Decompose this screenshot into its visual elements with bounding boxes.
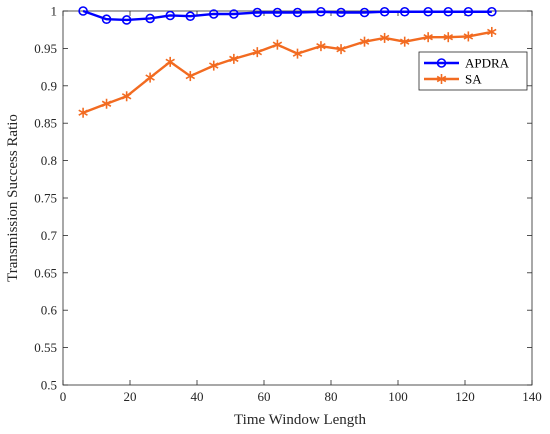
data-point <box>487 26 497 37</box>
data-point <box>121 15 132 25</box>
data-point <box>423 32 433 43</box>
data-point <box>165 56 175 67</box>
data-point <box>359 36 370 47</box>
data-point <box>252 47 263 58</box>
legend-label: SA <box>465 72 482 87</box>
data-point <box>486 6 497 17</box>
y-tick-label: 0.85 <box>34 116 57 131</box>
data-point <box>292 7 303 18</box>
y-tick-label: 0.5 <box>41 378 57 393</box>
data-point <box>209 60 219 71</box>
y-axis-ticks: 0.5 0.55 0.6 0.65 0.7 0.75 0.8 0.85 0.9 0.95 1 <box>34 4 532 393</box>
x-tick-label: 140 <box>522 389 542 404</box>
data-point <box>463 31 474 42</box>
data-point <box>145 72 155 83</box>
data-point <box>185 71 196 82</box>
data-point <box>316 41 326 52</box>
data-point <box>379 32 390 43</box>
data-point <box>101 14 112 25</box>
legend-label: APDRA <box>465 56 510 71</box>
data-point <box>101 98 112 109</box>
x-axis-ticks: 0 20 40 60 80 100 120 140 <box>60 11 542 404</box>
x-tick-label: 60 <box>258 389 271 404</box>
data-point <box>145 13 155 24</box>
data-point <box>336 7 346 18</box>
y-tick-label: 0.8 <box>41 153 57 168</box>
y-tick-label: 0.75 <box>34 191 57 206</box>
x-tick-label: 40 <box>191 389 204 404</box>
data-point <box>399 36 410 47</box>
data-point <box>78 107 88 118</box>
series-sa <box>78 26 497 118</box>
x-tick-label: 20 <box>124 389 137 404</box>
data-point <box>443 32 453 43</box>
x-tick-label: 0 <box>60 389 67 404</box>
data-point <box>78 6 88 16</box>
data-point <box>252 7 263 18</box>
x-tick-label: 100 <box>388 389 408 404</box>
data-point <box>423 6 433 17</box>
data-point <box>379 6 390 17</box>
legend-box <box>418 51 528 91</box>
data-point <box>208 9 219 19</box>
data-point <box>272 7 283 18</box>
y-tick-label: 0.65 <box>34 265 57 280</box>
data-point <box>121 91 132 102</box>
legend-swatch-marker <box>436 74 447 84</box>
series-layer <box>78 6 497 118</box>
data-point <box>292 48 303 59</box>
data-point <box>399 6 410 17</box>
data-point <box>165 10 175 21</box>
data-point <box>185 11 196 22</box>
legend-item-sa: SA <box>424 72 482 87</box>
legend-swatch-marker <box>436 58 447 68</box>
data-point <box>336 44 346 55</box>
y-tick-label: 1 <box>51 4 58 19</box>
y-axis-label: Transmission Success Ratio <box>5 114 21 282</box>
data-point <box>316 6 326 17</box>
data-point <box>272 39 283 50</box>
data-point <box>463 6 474 17</box>
y-tick-label: 0.7 <box>41 228 58 243</box>
data-point <box>229 9 239 19</box>
x-axis-label: Time Window Length <box>234 412 366 428</box>
x-tick-label: 80 <box>325 389 338 404</box>
data-point <box>359 7 370 18</box>
x-tick-label: 120 <box>455 389 475 404</box>
y-tick-label: 0.9 <box>41 78 57 93</box>
y-tick-label: 0.95 <box>34 41 57 56</box>
y-tick-label: 0.6 <box>41 303 58 318</box>
legend-item-apdra: APDRA <box>424 56 510 71</box>
series-apdra <box>78 6 497 25</box>
data-point <box>443 6 454 17</box>
y-tick-label: 0.55 <box>34 340 57 355</box>
data-point <box>229 53 239 64</box>
